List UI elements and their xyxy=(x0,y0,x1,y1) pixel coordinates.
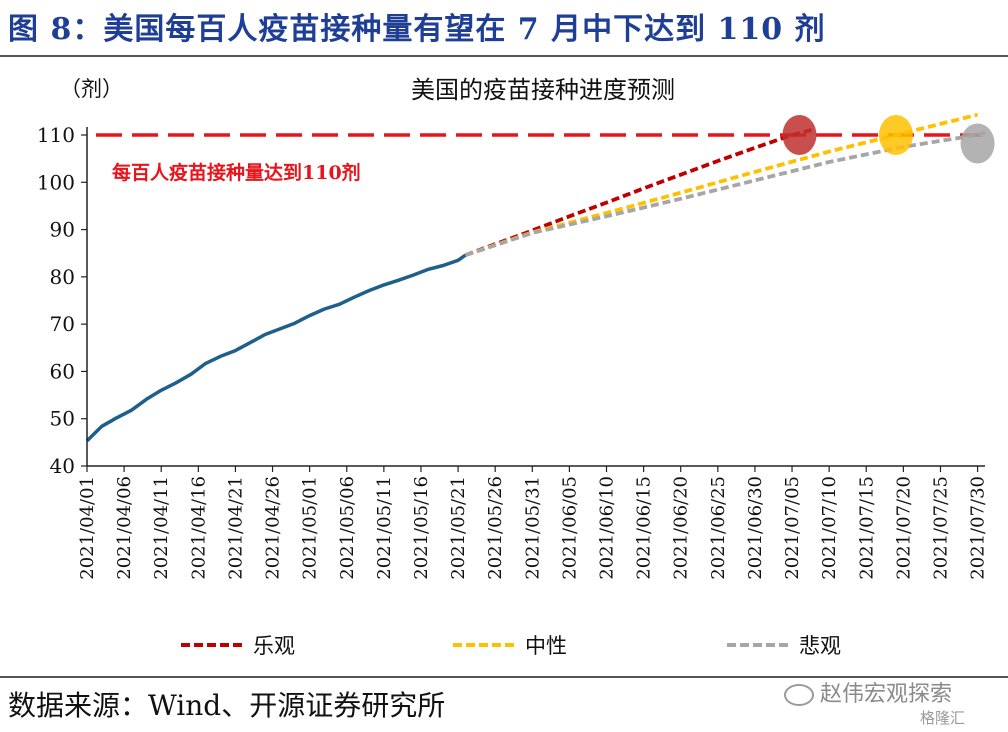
x-tick-label: 2021/04/11 xyxy=(151,476,172,580)
chart-title: 美国的疫苗接种进度预测 xyxy=(411,76,675,104)
top-rule xyxy=(0,55,1008,57)
y-tick-label: 90 xyxy=(50,218,75,242)
chat-bubble-icon xyxy=(784,684,814,706)
x-tick-label: 2021/07/15 xyxy=(856,476,877,580)
x-tick-label: 2021/06/05 xyxy=(559,476,580,580)
x-tick-label: 2021/07/05 xyxy=(782,476,803,580)
x-tick-label: 2021/05/16 xyxy=(411,476,432,580)
target-reached-marker xyxy=(878,115,913,155)
x-tick-label: 2021/04/01 xyxy=(77,476,98,580)
x-tick-label: 2021/06/30 xyxy=(745,476,766,580)
x-tick-label: 2021/05/11 xyxy=(374,476,395,580)
source-note: 数据来源：Wind、开源证券研究所 xyxy=(8,689,446,722)
x-tick-label: 2021/04/26 xyxy=(263,476,284,580)
x-tick-label: 2021/05/31 xyxy=(522,476,543,580)
target-reached-marker xyxy=(782,115,817,155)
y-tick-label: 70 xyxy=(50,312,75,336)
y-tick-label: 60 xyxy=(50,359,75,383)
bottom-rule xyxy=(0,676,1008,678)
y-tick-label: 40 xyxy=(50,454,75,478)
y-tick-label: 50 xyxy=(50,407,75,431)
y-axis-unit-label: （剂） xyxy=(60,77,123,101)
x-tick-label: 2021/07/25 xyxy=(930,476,951,580)
x-tick-label: 2021/06/15 xyxy=(634,476,655,580)
x-tick-label: 2021/04/16 xyxy=(188,476,209,580)
x-tick-label: 2021/06/20 xyxy=(671,476,692,580)
x-tick-label: 2021/05/06 xyxy=(337,476,358,580)
x-tick-label: 2021/07/20 xyxy=(893,476,914,580)
x-tick-label: 2021/05/21 xyxy=(448,476,469,580)
target-reached-marker xyxy=(960,123,995,164)
x-tick-label: 2021/07/10 xyxy=(819,476,840,580)
watermark: 赵伟宏观探索 xyxy=(784,676,952,708)
x-tick-label: 2021/05/01 xyxy=(300,476,321,580)
y-tick-label: 110 xyxy=(37,123,75,147)
x-tick-label: 2021/06/25 xyxy=(708,476,729,580)
legend-label: 悲观 xyxy=(799,634,841,658)
y-tick-label: 100 xyxy=(37,170,75,194)
figure-title: 图 8：美国每百人疫苗接种量有望在 7 月中下达到 110 剂 xyxy=(8,12,826,47)
series-line-actual xyxy=(85,253,467,443)
series-line-forecast-3 xyxy=(464,130,986,257)
legend-label: 中性 xyxy=(525,634,567,658)
y-tick-label: 80 xyxy=(50,265,75,289)
watermark-text: 赵伟宏观探索 xyxy=(820,682,953,707)
legend-label: 乐观 xyxy=(253,634,295,658)
x-tick-label: 2021/04/21 xyxy=(225,476,246,580)
vaccination-forecast-chart: 美国的疫苗接种进度预测 （剂） 每百人疫苗接种量达到110剂 40 50 60 70 80… xyxy=(37,76,995,658)
x-tick-label: 2021/04/06 xyxy=(114,476,135,580)
x-tick-label: 2021/05/26 xyxy=(485,476,506,580)
brand-mark: 格隆汇 xyxy=(920,709,966,727)
x-tick-label: 2021/07/30 xyxy=(968,476,989,580)
x-tick-label: 2021/06/10 xyxy=(597,476,618,580)
target-label: 每百人疫苗接种量达到110剂 xyxy=(112,161,361,184)
